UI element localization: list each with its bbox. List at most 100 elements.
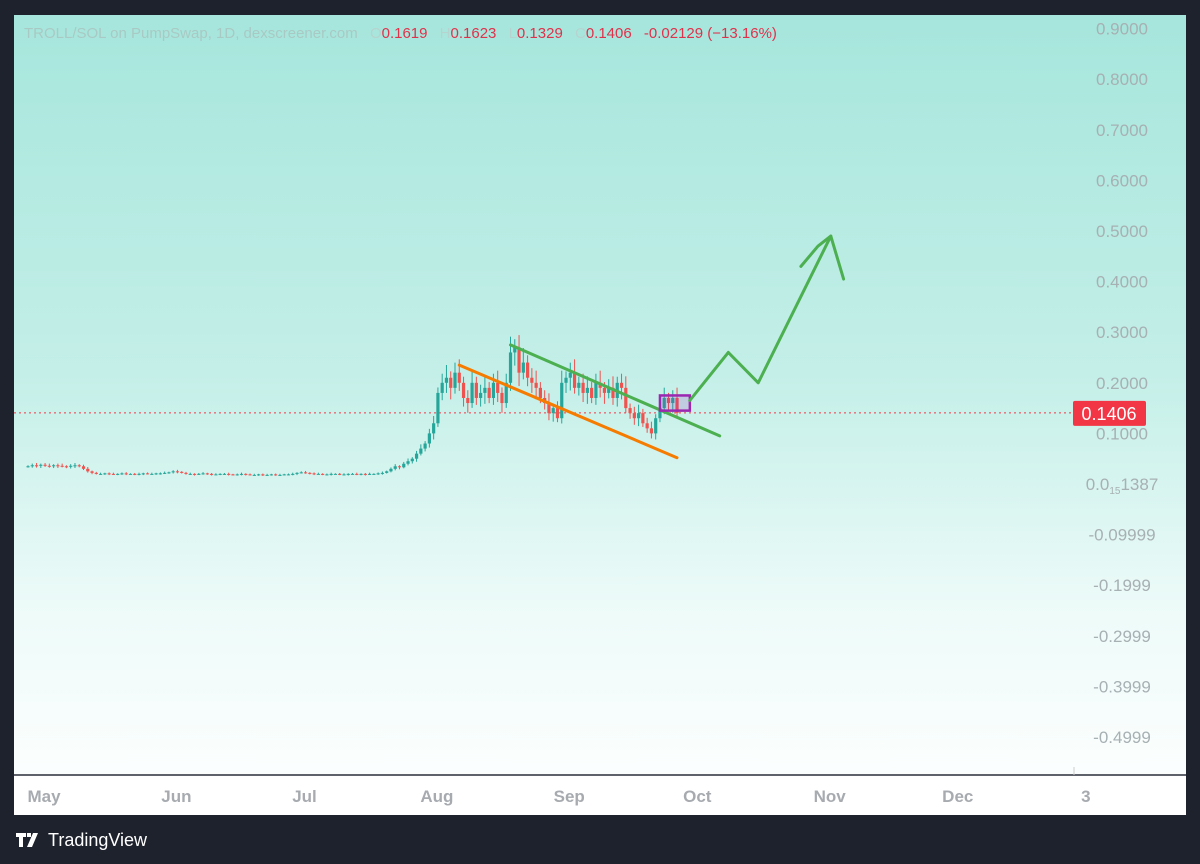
candle-body [192, 473, 197, 475]
candle-body [602, 387, 607, 393]
candle-body [474, 382, 478, 398]
candle [461, 376, 466, 407]
candle-body [30, 465, 34, 467]
candle-body [538, 387, 542, 398]
candle [359, 473, 363, 476]
close-value: 0.1406 [585, 25, 632, 42]
candle [568, 362, 572, 391]
chart-frame[interactable]: 0.9000 0.8000 0.7000 0.6000 0.5000 0.4000 0.30… [14, 15, 1186, 815]
candle [372, 473, 376, 475]
tradingview-footer[interactable]: TradingView [16, 830, 147, 851]
candle [355, 472, 359, 476]
candle-body [312, 473, 316, 475]
candle-body [329, 473, 333, 475]
candle [342, 473, 346, 476]
candle [30, 463, 34, 468]
candle [163, 471, 167, 475]
candle-body [278, 474, 282, 476]
candlestick-chart[interactable]: 0.9000 0.8000 0.7000 0.6000 0.5000 0.4000 0.30… [14, 15, 1186, 815]
candle-body [274, 474, 278, 476]
candle-body [342, 474, 346, 476]
candle-body [440, 382, 444, 393]
price-tick-label: 0.9000 [1096, 20, 1148, 39]
candle [350, 472, 355, 475]
candle [406, 458, 410, 466]
candle [56, 463, 60, 468]
candle-body [184, 472, 188, 474]
candle [60, 463, 64, 468]
candle [256, 473, 261, 476]
candle [577, 376, 581, 396]
time-axis: May Jun Jul Aug Sep Oct Nov Dec 3 [14, 767, 1186, 815]
candle [137, 472, 141, 476]
candle-body [649, 428, 654, 434]
candle [312, 472, 316, 476]
candle-body [201, 473, 205, 475]
candle [188, 472, 192, 475]
candle [645, 417, 649, 433]
candle [368, 472, 372, 475]
candle-body [111, 473, 115, 475]
candle-body [402, 463, 406, 468]
candle-body [547, 403, 551, 414]
candle [525, 355, 530, 387]
candle [133, 472, 137, 476]
lower-channel-line [457, 363, 679, 460]
time-tick-label: Jul [292, 787, 317, 806]
candle-body [406, 461, 410, 464]
candle [303, 470, 308, 474]
candle-body [308, 472, 312, 474]
price-tick-label: 0.3000 [1096, 323, 1148, 342]
candle-body [504, 382, 508, 404]
candle [52, 464, 56, 469]
candle-body [496, 382, 500, 393]
candle [504, 373, 508, 408]
candle [218, 473, 222, 476]
candle [560, 370, 564, 424]
candle-body [607, 387, 611, 393]
candle-body [572, 372, 577, 388]
candle-body [397, 466, 402, 468]
candle-body [107, 473, 111, 475]
candle [90, 470, 94, 475]
candle [39, 463, 43, 468]
candle [265, 473, 269, 476]
candle-body [350, 473, 355, 475]
candle-body [427, 433, 431, 444]
candle-body [265, 474, 269, 476]
candle [141, 472, 145, 476]
candle [227, 472, 231, 476]
candle [632, 406, 636, 425]
candle-body [286, 474, 291, 476]
time-tick-label: Aug [420, 787, 453, 806]
candle-body [654, 418, 658, 434]
candle-body [333, 473, 338, 475]
candle [649, 421, 654, 439]
candle [474, 376, 478, 405]
open-value: 0.1619 [381, 25, 428, 42]
candle [321, 473, 325, 476]
candle-body [594, 382, 598, 398]
time-tick-label: Jun [161, 787, 191, 806]
time-tick-label: Sep [554, 787, 585, 806]
candle-body [359, 473, 363, 475]
candle [581, 373, 585, 403]
candle-body [158, 473, 162, 475]
candle-body [508, 352, 513, 383]
candle-body [517, 347, 521, 373]
time-axis-background [14, 775, 1186, 815]
candle-body [154, 473, 158, 475]
candle-body [346, 473, 350, 475]
candle [269, 473, 273, 476]
candle [210, 472, 214, 476]
time-tick-label: Oct [683, 787, 712, 806]
candle [385, 470, 389, 474]
candle [483, 376, 487, 404]
candle [397, 465, 402, 470]
candle [120, 472, 124, 475]
price-tick-label: -0.09999 [1088, 526, 1155, 545]
candle-body [457, 372, 461, 383]
candle [261, 473, 265, 476]
candle [564, 371, 568, 393]
upper-channel-line [509, 343, 722, 438]
